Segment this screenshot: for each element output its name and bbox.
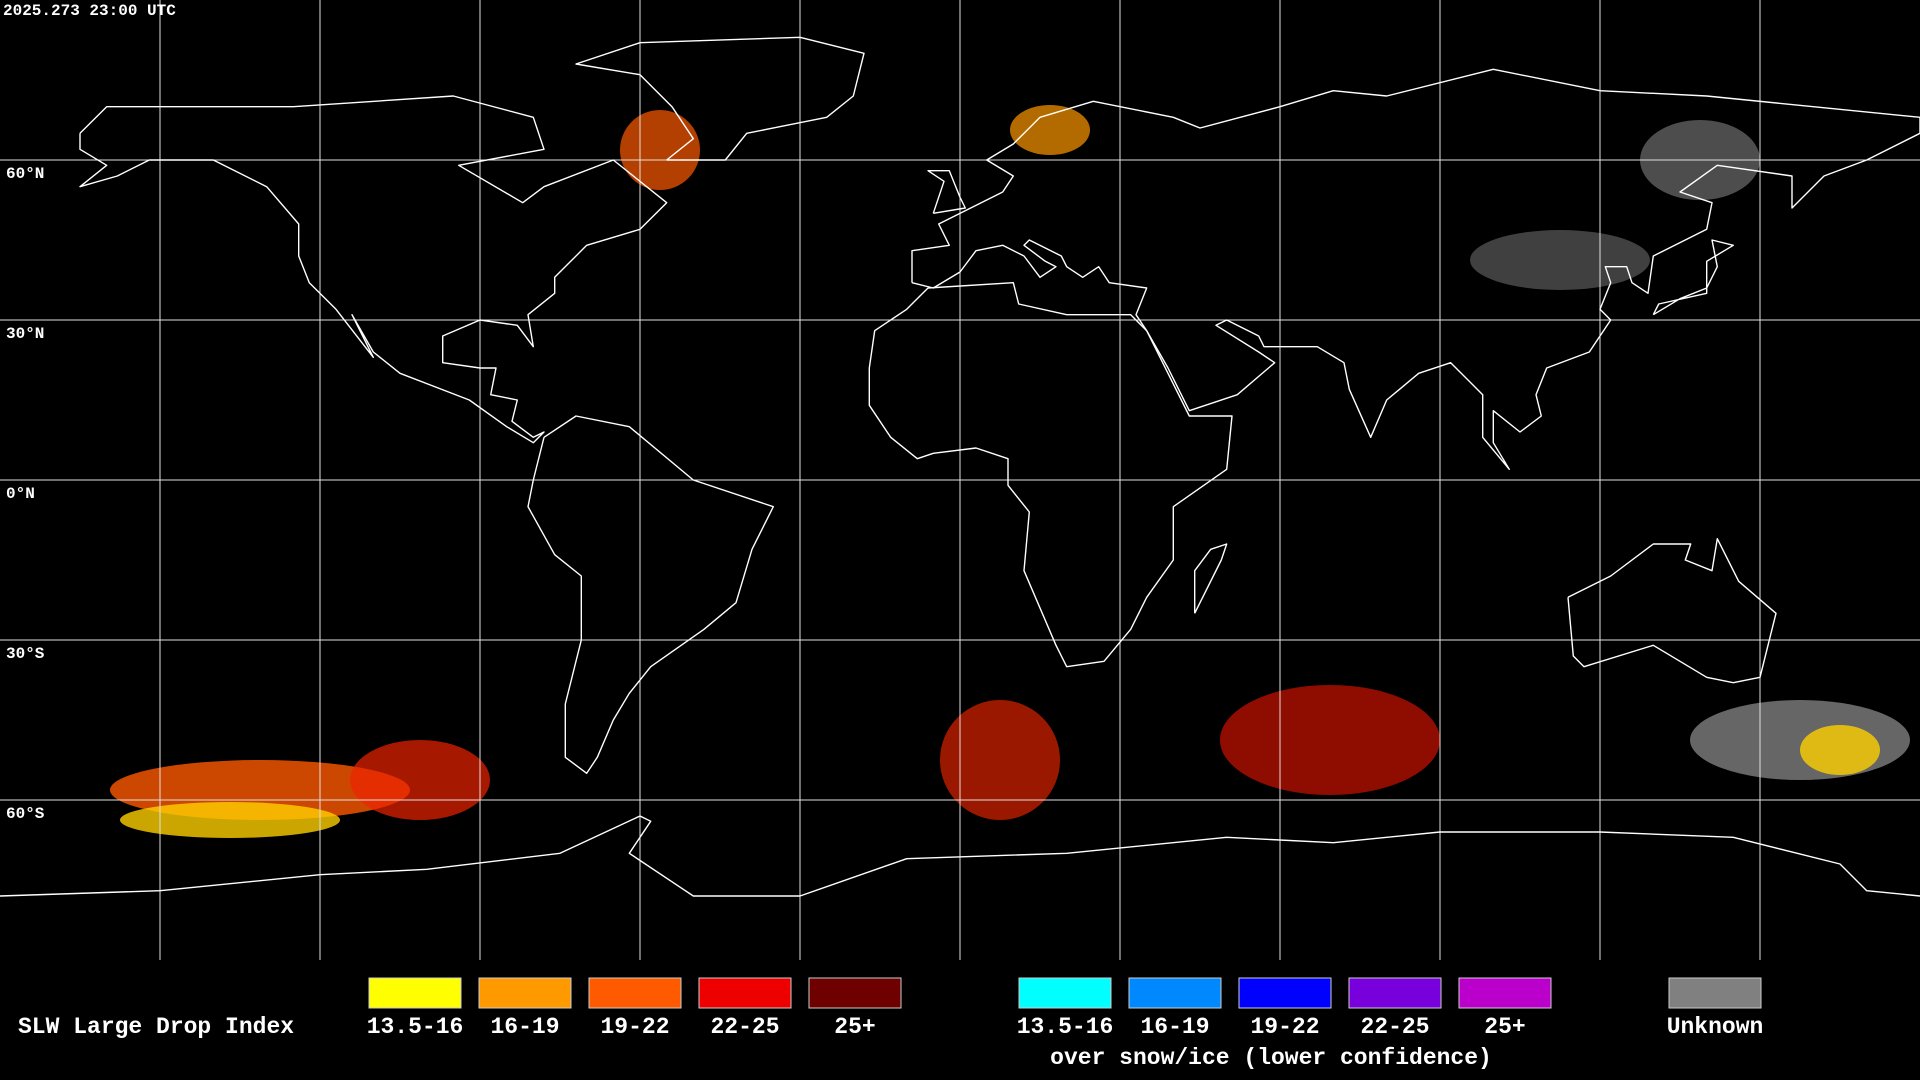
coastline: [911, 68, 1920, 470]
coastline: [527, 415, 774, 774]
legend-swatch: [1128, 977, 1222, 1009]
graticule: [0, 0, 1920, 960]
legend-title: SLW Large Drop Index: [18, 1014, 294, 1040]
latitude-label: 60°N: [6, 165, 44, 183]
coastline: [575, 36, 865, 161]
coastlines: [0, 36, 1920, 897]
legend-swatch: [478, 977, 572, 1009]
legend-label: 25+: [834, 1014, 875, 1040]
latitude-label: 30°N: [6, 325, 44, 343]
legend-label: 13.5-16: [1017, 1014, 1114, 1040]
legend-swatch: [1238, 977, 1332, 1009]
legend-label: 19-22: [1250, 1014, 1319, 1040]
legend-swatch: [1348, 977, 1442, 1009]
coastline: [868, 282, 1233, 668]
coastline: [927, 170, 966, 214]
legend-label: 13.5-16: [367, 1014, 464, 1040]
cloud-field: [110, 105, 1910, 838]
latitude-label: 30°S: [6, 645, 45, 663]
coastline: [1567, 538, 1777, 684]
timestamp: 2025.273 23:00 UTC: [3, 2, 176, 20]
legend-label: 22-25: [1360, 1014, 1429, 1040]
coastline: [79, 95, 668, 444]
latitude-labels: 60°N 30°N 0°N 30°S 60°S: [6, 165, 45, 823]
legend-swatch: [1458, 977, 1552, 1009]
legend-swatch: [368, 977, 462, 1009]
legend-swatch: [808, 977, 902, 1009]
legend-label: 19-22: [600, 1014, 669, 1040]
snow-ice-caption: over snow/ice (lower confidence): [1050, 1045, 1492, 1071]
latitude-label: 60°S: [6, 805, 45, 823]
legend-label: 16-19: [1140, 1014, 1209, 1040]
legend-label: 22-25: [710, 1014, 779, 1040]
legend-swatch: [698, 977, 792, 1009]
legend-swatch: [1018, 977, 1112, 1009]
legend-label: Unknown: [1667, 1014, 1764, 1040]
legend: 13.5-16 16-19 19-22 22-25 25+ 13.5-16 16-19 19-…: [367, 977, 1764, 1040]
coastline: [0, 815, 1920, 897]
legend-label: 16-19: [490, 1014, 559, 1040]
legend-label: 25+: [1484, 1014, 1525, 1040]
legend-swatch: [588, 977, 682, 1009]
legend-swatch: [1668, 977, 1762, 1009]
coastline: [1194, 543, 1228, 614]
legend-background: [0, 960, 1920, 1080]
coastline: [1652, 239, 1734, 316]
latitude-label: 0°N: [6, 485, 35, 503]
